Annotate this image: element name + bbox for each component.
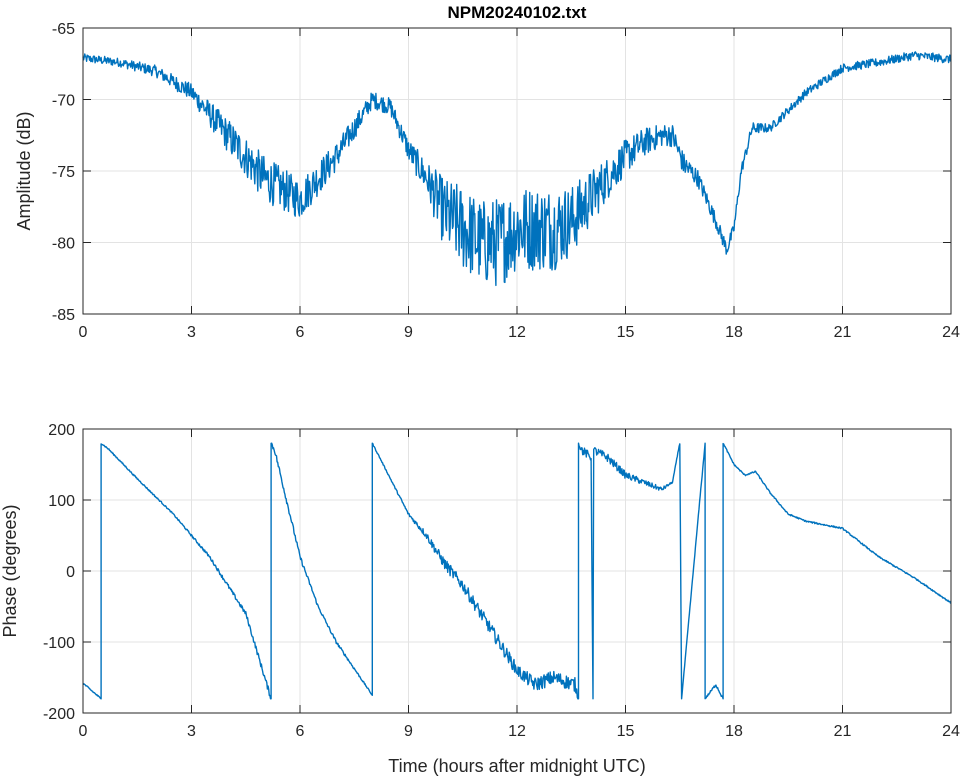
phase-y-axis-label: Phase (degrees): [0, 504, 20, 637]
x-tick-label: 12: [508, 324, 526, 341]
y-tick-label: -200: [43, 706, 75, 723]
phase-series-line: [82, 442, 952, 700]
x-tick-label: 15: [617, 324, 635, 341]
y-tick-label: 100: [48, 493, 75, 510]
x-tick-label: 0: [79, 324, 88, 341]
x-tick-label: 6: [296, 324, 305, 341]
x-tick-label: 9: [404, 723, 413, 740]
x-tick-label: 24: [942, 723, 960, 740]
phase-axes: 0 3 6 9 12 15 18 21 24 200 100 0 -100 -200: [43, 422, 960, 740]
y-tick-label: 200: [48, 422, 75, 439]
x-axis-label: Time (hours after midnight UTC): [388, 756, 645, 776]
x-tick-label: 18: [725, 723, 743, 740]
y-tick-label: -65: [52, 21, 75, 38]
x-tick-label: 24: [942, 324, 960, 341]
x-tick-label: 0: [79, 723, 88, 740]
axes-frame: [82, 27, 952, 315]
x-tick-label: 3: [187, 324, 196, 341]
y-tick-label: 0: [66, 564, 75, 581]
amplitude-axes: 0 3 6 9 12 15 18 21 24 -65 -70 -75 -80 -85: [52, 21, 960, 341]
y-tick-label: -80: [52, 236, 75, 253]
x-tick-label: 3: [187, 723, 196, 740]
x-tick-label: 12: [508, 723, 526, 740]
x-tick-label: 18: [725, 324, 743, 341]
x-tick-label: 21: [834, 324, 852, 341]
amplitude-y-axis-label: Amplitude (dB): [14, 111, 34, 230]
y-tick-label: -100: [43, 635, 75, 652]
axes-frame: [82, 428, 952, 714]
y-tick-label: -70: [52, 93, 75, 110]
chart-title: NPM20240102.txt: [448, 3, 587, 22]
x-tick-label: 21: [834, 723, 852, 740]
y-tick-label: -85: [52, 307, 75, 324]
amplitude-series-line: [82, 51, 952, 287]
x-tick-label: 9: [404, 324, 413, 341]
x-tick-label: 6: [296, 723, 305, 740]
y-tick-label: -75: [52, 164, 75, 181]
x-tick-label: 15: [617, 723, 635, 740]
